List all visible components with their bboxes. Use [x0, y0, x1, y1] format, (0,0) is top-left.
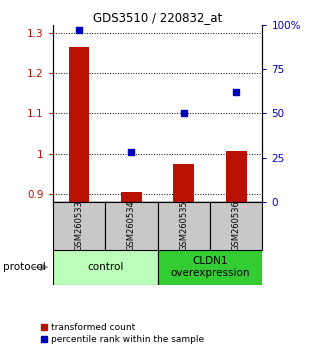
Bar — [158, 250, 262, 285]
Bar — [121, 192, 142, 202]
Point — [129, 149, 134, 155]
Text: GSM260533: GSM260533 — [75, 200, 84, 251]
Bar — [68, 47, 90, 202]
Title: GDS3510 / 220832_at: GDS3510 / 220832_at — [93, 11, 222, 24]
Bar — [53, 250, 158, 285]
Text: control: control — [87, 262, 124, 272]
Bar — [173, 164, 194, 202]
Bar — [53, 202, 105, 250]
Point — [76, 27, 82, 33]
Text: protocol: protocol — [3, 262, 46, 272]
Point — [181, 110, 186, 116]
Bar — [105, 202, 158, 250]
Point — [234, 89, 239, 95]
Text: CLDN1
overexpression: CLDN1 overexpression — [170, 256, 250, 278]
Legend: transformed count, percentile rank within the sample: transformed count, percentile rank withi… — [36, 320, 208, 348]
Bar — [158, 202, 210, 250]
Text: GSM260535: GSM260535 — [179, 200, 188, 251]
Bar — [226, 152, 247, 202]
Text: GSM260534: GSM260534 — [127, 200, 136, 251]
Text: GSM260536: GSM260536 — [232, 200, 241, 251]
Bar — [210, 202, 262, 250]
